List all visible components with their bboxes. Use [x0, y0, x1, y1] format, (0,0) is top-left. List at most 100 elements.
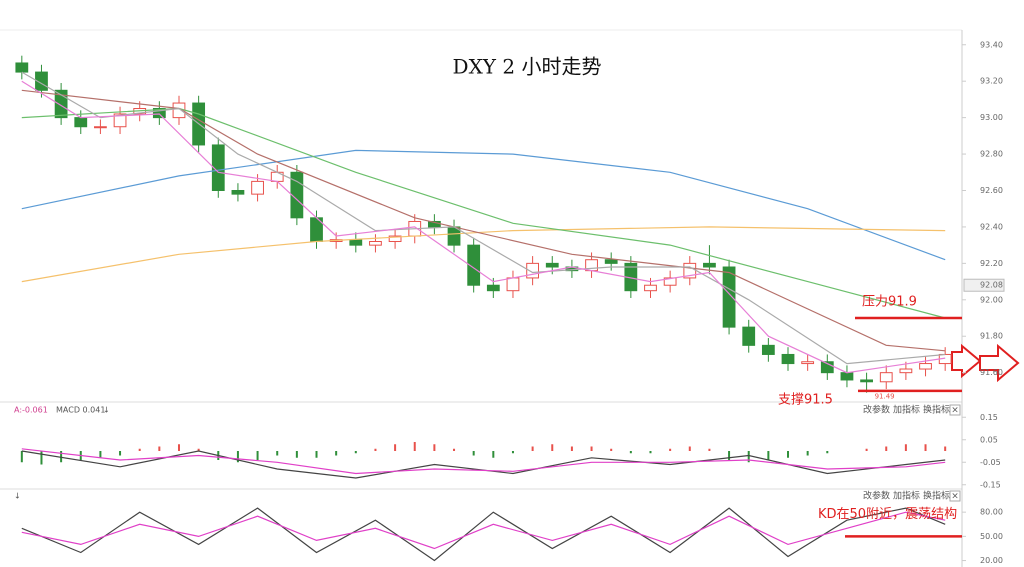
price-marker	[963, 278, 1005, 292]
candle-body	[486, 284, 500, 292]
candle-body	[349, 239, 363, 246]
y-tick-label: 80.00	[980, 508, 1003, 517]
candle-body	[781, 353, 795, 365]
y-tick-label: -0.15	[980, 480, 1001, 489]
histogram-bar	[20, 451, 23, 463]
y-tick-label: 92.40	[980, 222, 1003, 231]
candle-body	[388, 235, 402, 243]
toolbar-button[interactable]: ×	[951, 406, 959, 416]
toolbar-button[interactable]: 改参数	[863, 490, 890, 502]
histogram-bar	[197, 448, 200, 451]
y-tick-label: 93.20	[980, 77, 1003, 86]
line-series	[21, 450, 946, 479]
histogram-bar	[806, 451, 809, 456]
candle-body	[703, 262, 716, 268]
histogram-bar	[708, 448, 711, 451]
candle-body	[644, 284, 657, 292]
toolbar-button[interactable]: 加指标	[893, 404, 920, 416]
histogram-bar	[315, 451, 318, 458]
candle-body	[369, 241, 382, 246]
histogram-bar	[99, 451, 102, 458]
candle-body	[211, 144, 225, 191]
histogram-bar	[787, 451, 790, 458]
legend-label: A:-0.061	[14, 406, 48, 415]
histogram-bar	[492, 451, 495, 458]
histogram-bar	[413, 442, 416, 451]
annotation: KD在50附近，震荡结构	[818, 507, 957, 522]
line-series	[21, 71, 946, 365]
candle-body	[467, 244, 481, 286]
toolbar-button[interactable]: 换指标	[923, 490, 950, 502]
histogram-bar	[433, 444, 436, 451]
histogram-bar	[590, 446, 593, 451]
candle-body	[526, 262, 540, 279]
candle-body	[820, 361, 834, 374]
line-series	[21, 448, 946, 475]
candle-body	[919, 363, 932, 370]
histogram-bar	[531, 446, 534, 451]
toolbar-button[interactable]: ×	[951, 492, 959, 502]
histogram-bar	[610, 448, 613, 451]
histogram-bar	[728, 451, 731, 460]
histogram-bar	[629, 451, 632, 454]
histogram-bar	[138, 448, 141, 451]
histogram-bar	[295, 451, 298, 458]
legend-label: ↓	[103, 406, 110, 415]
y-tick-label: 91.80	[980, 332, 1003, 341]
histogram-bar	[276, 451, 279, 456]
histogram-bar	[944, 446, 947, 451]
line-series	[21, 107, 946, 319]
histogram-bar	[767, 451, 770, 460]
candle-body	[663, 277, 677, 286]
histogram-bar	[747, 451, 750, 463]
histogram-bar	[688, 446, 691, 451]
legend-label: MACD 0.041	[56, 406, 105, 415]
y-tick-label: 92.00	[980, 295, 1003, 304]
candle-body	[35, 71, 48, 91]
toolbar-close-box	[949, 404, 961, 416]
y-tick-label: 50.00	[980, 532, 1003, 541]
histogram-bar	[826, 451, 829, 454]
histogram-bar	[472, 451, 475, 456]
candle-body	[290, 171, 304, 219]
y-tick-label: 93.00	[980, 113, 1003, 122]
candle-body	[152, 108, 166, 119]
chart-title: DXY 2 小时走势	[453, 55, 602, 79]
histogram-bar	[551, 444, 554, 451]
line-series	[21, 89, 946, 352]
candle-body	[761, 344, 775, 355]
candle-body	[251, 180, 264, 195]
candle-body	[94, 126, 107, 129]
line-series	[21, 80, 946, 374]
toolbar-button[interactable]: 加指标	[893, 490, 920, 502]
y-tick-label: 92.60	[980, 186, 1003, 195]
histogram-bar	[354, 451, 357, 454]
candle-body	[879, 372, 893, 383]
candle-body	[604, 259, 618, 264]
line-series	[21, 149, 946, 261]
line-series	[21, 507, 946, 562]
y-tick-label: 93.40	[980, 40, 1003, 49]
toolbar-button[interactable]: 改参数	[863, 404, 890, 416]
candle-body	[113, 113, 127, 128]
candle-body	[840, 372, 854, 381]
low-label: 91.49	[875, 393, 895, 401]
candle-body	[742, 326, 756, 346]
histogram-bar	[177, 444, 180, 451]
histogram-bar	[256, 451, 259, 460]
y-tick-label: 92.80	[980, 150, 1003, 159]
histogram-bar	[335, 451, 338, 456]
histogram-bar	[158, 446, 161, 451]
toolbar-button[interactable]: 换指标	[923, 404, 950, 416]
annotation: 支撑91.5	[778, 392, 833, 407]
candle-body	[545, 262, 559, 268]
y-tick-label: 20.00	[980, 556, 1003, 565]
y-tick-label: 91.60	[980, 368, 1003, 377]
histogram-bar	[511, 451, 514, 454]
histogram-bar	[885, 446, 888, 451]
candle-body	[15, 62, 29, 73]
arrow	[951, 343, 982, 379]
histogram-bar	[649, 451, 652, 454]
histogram-bar	[374, 448, 377, 451]
price-marker-label: 92.08	[980, 281, 1003, 290]
